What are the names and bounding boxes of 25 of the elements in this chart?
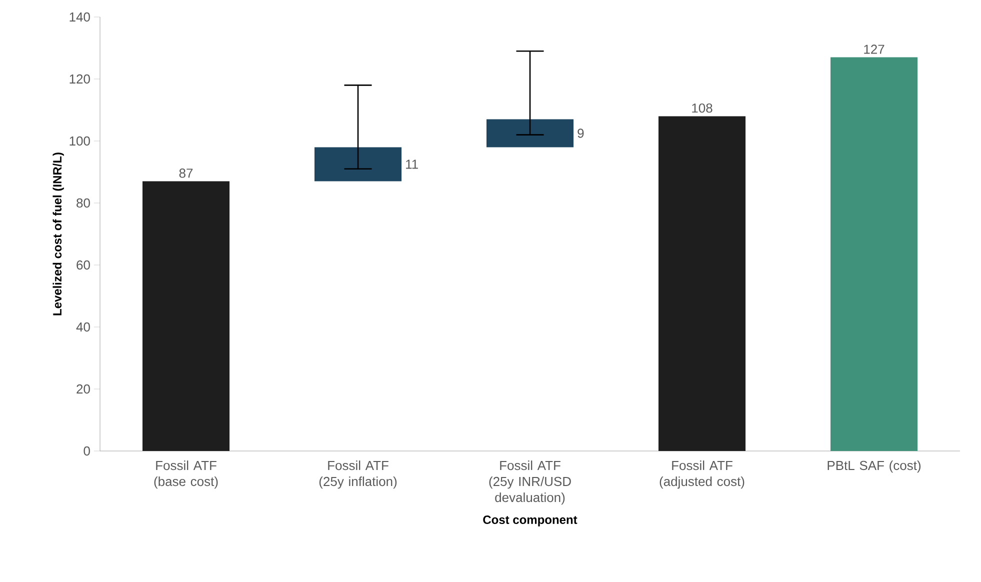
- bar: [142, 181, 230, 451]
- data-label: 87: [179, 168, 193, 178]
- x-tick-label: Fossil ATF (25y inflation): [319, 460, 397, 489]
- x-tick-label: Fossil ATF (25y INR/USD devaluation): [489, 460, 571, 505]
- x-tick-label: Fossil ATF (base cost): [154, 460, 218, 489]
- bar: [314, 147, 402, 182]
- y-axis-title: Levelized cost of fuel (INR/L): [52, 152, 64, 316]
- data-label: 108: [692, 103, 712, 113]
- y-tick-label: 40: [76, 322, 90, 332]
- y-tick-label: 140: [70, 12, 90, 22]
- y-tick-label: 80: [76, 198, 90, 208]
- data-label: 127: [864, 44, 884, 54]
- bar: [830, 57, 918, 451]
- bar: [658, 116, 746, 451]
- y-tick-label: 20: [76, 384, 90, 394]
- data-label: 9: [578, 128, 584, 138]
- x-tick-label: Fossil ATF (adjusted cost): [660, 460, 744, 489]
- bar: [486, 119, 574, 148]
- y-tick-label: 100: [70, 136, 90, 146]
- y-tick-label: 0: [84, 446, 90, 456]
- x-axis-title: Cost component: [483, 516, 578, 526]
- data-label: 11: [406, 160, 418, 169]
- x-tick-label: PBtL SAF (cost): [828, 460, 921, 473]
- y-tick-label: 120: [70, 74, 90, 84]
- y-tick-label: 60: [76, 260, 90, 270]
